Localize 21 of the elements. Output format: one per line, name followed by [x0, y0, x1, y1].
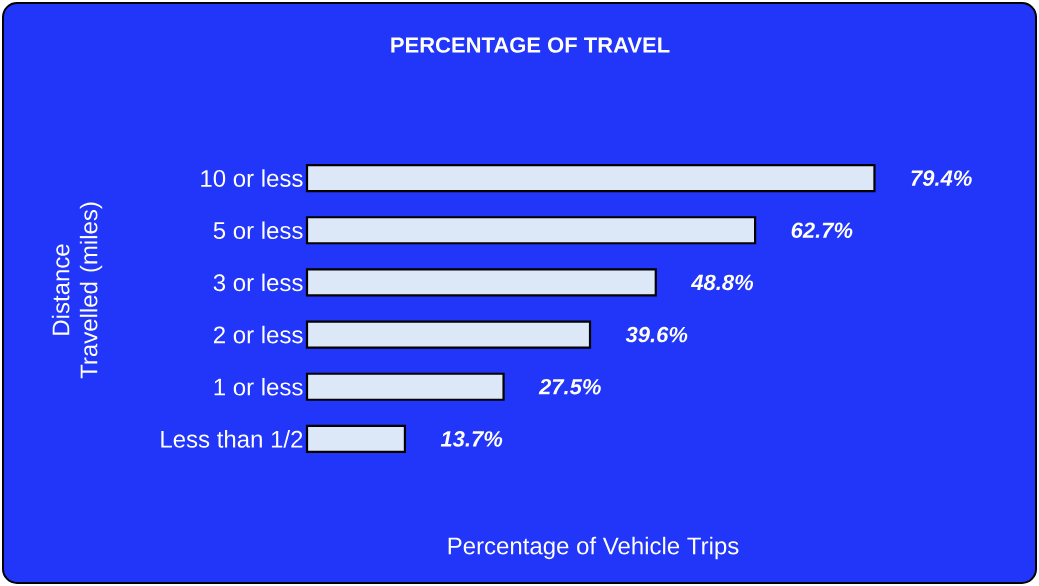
bar [305, 216, 757, 245]
data-label: 39.6% [625, 326, 688, 343]
data-label: 27.5% [538, 378, 601, 395]
y-tick-label: 10 or less [201, 169, 303, 187]
y-tick-label: Less than 1/2 [161, 430, 303, 448]
data-label: 79.4% [911, 170, 972, 186]
bar [305, 424, 407, 454]
x-axis-title: Percentage of Vehicle Trips [448, 536, 739, 560]
bar [305, 163, 876, 193]
y-tick-label: 1 or less [214, 377, 303, 396]
y-tick-label: 3 or less [213, 273, 303, 292]
chart-title: PERCENTAGE OF TRAVEL [391, 37, 670, 53]
bar [305, 268, 657, 297]
data-label: 13.7% [440, 431, 503, 447]
data-label: 48.8% [690, 274, 754, 291]
y-tick-label: 5 or less [213, 221, 303, 240]
y-tick-label: 2 or less [213, 325, 303, 344]
bar [305, 372, 505, 401]
y-axis-title: Distance Travelled (miles) [51, 202, 103, 379]
data-label: 62.7% [791, 222, 853, 239]
bar [305, 320, 592, 349]
